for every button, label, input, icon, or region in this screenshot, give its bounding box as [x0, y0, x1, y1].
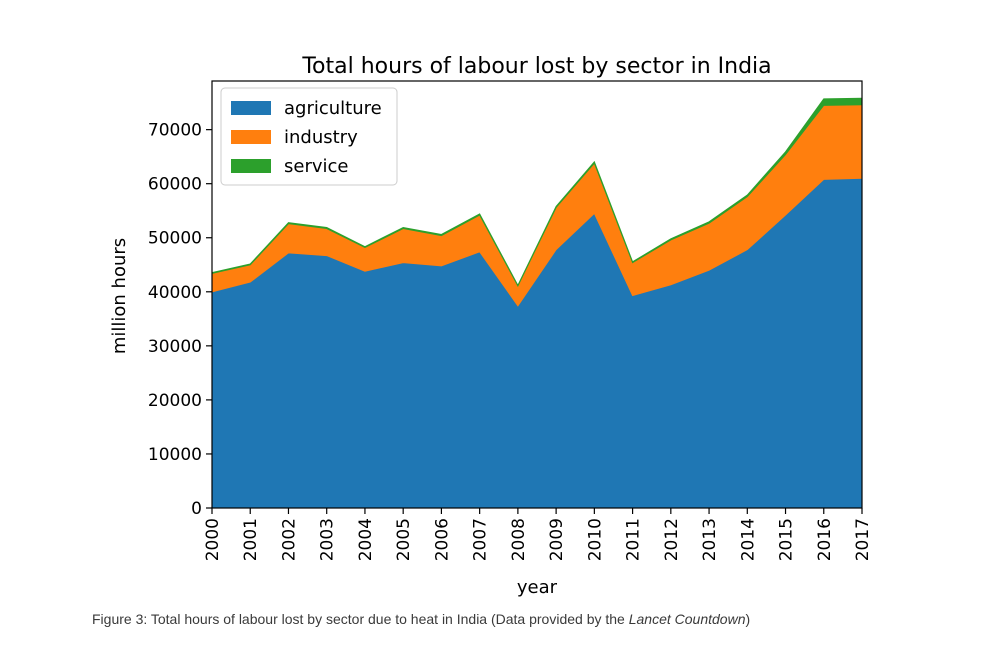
y-tick-label: 0 [191, 499, 202, 519]
chart-title: Total hours of labour lost by sector in … [301, 54, 771, 79]
stacked-area-chart: Total hours of labour lost by sector in … [109, 54, 873, 598]
x-tick-label: 2005 [394, 518, 414, 561]
legend: agriculture industry service [220, 87, 398, 186]
caption-end: ) [745, 611, 751, 627]
legend-label-agriculture: agriculture [284, 98, 382, 119]
y-tick-label: 20000 [148, 391, 202, 411]
x-tick-label: 2003 [318, 518, 338, 561]
y-tick-label: 50000 [148, 229, 202, 249]
x-tick-label: 2009 [547, 518, 567, 561]
y-tick-label: 40000 [148, 283, 202, 303]
x-tick-label: 2002 [279, 518, 299, 561]
x-tick-label: 2016 [815, 518, 835, 561]
plot-frame [211, 80, 863, 509]
caption-source: Lancet Countdown [628, 611, 746, 627]
y-tick-label: 70000 [148, 121, 202, 141]
x-tick-label: 2011 [624, 518, 644, 561]
x-tick-label: 2014 [738, 518, 758, 561]
x-tick-label: 2012 [662, 518, 682, 561]
legend-swatch-industry [231, 130, 271, 144]
x-tick-label: 2017 [853, 518, 873, 561]
x-tick-label: 2006 [432, 518, 452, 561]
legend-swatch-agriculture [231, 101, 271, 115]
x-tick-label: 2001 [241, 518, 261, 561]
y-tick-label: 30000 [148, 337, 202, 357]
legend-label-industry: industry [284, 127, 358, 148]
x-tick-label: 2000 [203, 518, 223, 561]
y-axis: 0 10000 20000 30000 40000 50000 60000 70000 [148, 121, 212, 519]
y-tick-label: 10000 [148, 445, 202, 465]
x-tick-label: 2013 [700, 518, 720, 561]
y-axis-label: million hours [109, 238, 130, 354]
y-tick-label: 60000 [148, 175, 202, 195]
x-tick-label: 2004 [356, 518, 376, 561]
x-axis: 2000 2001 2002 2003 2004 2005 2006 2007 2008 2009… [203, 508, 873, 561]
x-tick-label: 2015 [777, 518, 797, 561]
x-tick-label: 2007 [471, 518, 491, 561]
caption-text: Figure 3: Total hours of labour lost by … [92, 611, 629, 627]
x-tick-label: 2010 [585, 518, 605, 561]
x-tick-label: 2008 [509, 518, 529, 561]
legend-label-service: service [284, 156, 348, 177]
figure-caption: Figure 3: Total hours of labour lost by … [92, 611, 750, 627]
legend-swatch-service [231, 159, 271, 173]
x-axis-label: year [517, 577, 558, 598]
